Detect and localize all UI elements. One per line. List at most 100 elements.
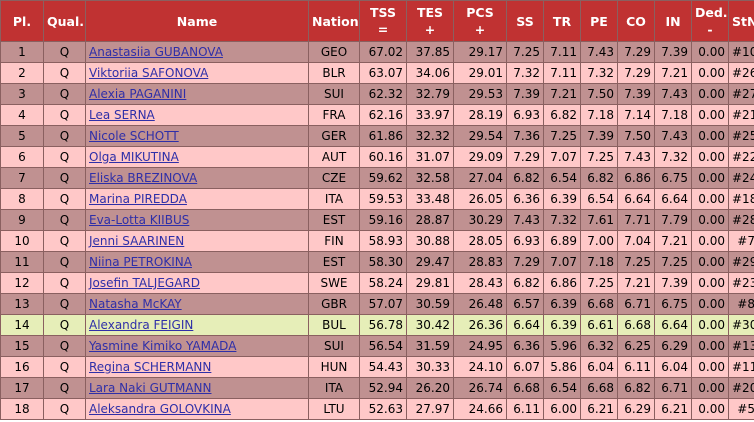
cell-ded: 0.00 <box>691 146 729 168</box>
cell-stn: #26 <box>728 62 754 84</box>
cell-name: Jenni SAARINEN <box>85 230 309 252</box>
skater-name-link[interactable]: Nicole SCHOTT <box>89 129 179 143</box>
cell-qual: Q <box>43 377 86 399</box>
cell-stn: #11 <box>728 356 754 378</box>
cell-stn: #8 <box>728 293 754 315</box>
header-pcs[interactable]: PCS + <box>453 0 507 42</box>
skater-name-link[interactable]: Olga MIKUTINA <box>89 150 179 164</box>
cell-ded: 0.00 <box>691 209 729 231</box>
cell-ded: 0.00 <box>691 41 729 63</box>
cell-tss: 52.63 <box>359 398 407 420</box>
header-tss[interactable]: TSS = <box>359 0 407 42</box>
header-in[interactable]: IN <box>654 0 692 42</box>
cell-stn: #18 <box>728 188 754 210</box>
cell-ded: 0.00 <box>691 335 729 357</box>
cell-tr: 6.89 <box>543 230 581 252</box>
cell-nation: BUL <box>308 314 360 336</box>
cell-name: Lara Naki GUTMANN <box>85 377 309 399</box>
header-qual[interactable]: Qual. <box>43 0 86 42</box>
cell-pcs: 29.17 <box>453 41 507 63</box>
header-tes[interactable]: TES + <box>406 0 454 42</box>
cell-qual: Q <box>43 62 86 84</box>
cell-in: 7.43 <box>654 83 692 105</box>
skater-name-link[interactable]: Natasha McKAY <box>89 297 182 311</box>
cell-tes: 34.06 <box>406 62 454 84</box>
cell-qual: Q <box>43 167 86 189</box>
header-pe[interactable]: PE <box>580 0 618 42</box>
cell-nation: FRA <box>308 104 360 126</box>
cell-pl: 13 <box>0 293 44 315</box>
skater-name-link[interactable]: Alexia PAGANINI <box>89 87 187 101</box>
cell-nation: AUT <box>308 146 360 168</box>
cell-tes: 26.20 <box>406 377 454 399</box>
cell-pcs: 27.04 <box>453 167 507 189</box>
cell-pe: 6.82 <box>580 167 618 189</box>
cell-nation: FIN <box>308 230 360 252</box>
cell-pcs: 26.48 <box>453 293 507 315</box>
cell-pe: 7.61 <box>580 209 618 231</box>
table-row: 8 Q Marina PIREDDA ITA 59.53 33.48 26.05 6.36 6.… <box>0 188 754 210</box>
skater-name-link[interactable]: Viktoriia SAFONOVA <box>89 66 209 80</box>
cell-tr: 7.11 <box>543 41 581 63</box>
skater-name-link[interactable]: Regina SCHERMANN <box>89 360 212 374</box>
cell-nation: LTU <box>308 398 360 420</box>
cell-nation: CZE <box>308 167 360 189</box>
cell-tss: 56.54 <box>359 335 407 357</box>
cell-ded: 0.00 <box>691 272 729 294</box>
header-name[interactable]: Name <box>85 0 309 42</box>
cell-tr: 5.96 <box>543 335 581 357</box>
cell-ss: 6.57 <box>506 293 544 315</box>
table-row: 12 Q Josefin TALJEGARD SWE 58.24 29.81 28.43 6.… <box>0 272 754 294</box>
header-tr[interactable]: TR <box>543 0 581 42</box>
cell-tes: 29.81 <box>406 272 454 294</box>
cell-tr: 6.39 <box>543 293 581 315</box>
cell-co: 7.43 <box>617 146 655 168</box>
cell-pcs: 28.05 <box>453 230 507 252</box>
cell-tr: 6.54 <box>543 377 581 399</box>
header-co[interactable]: CO <box>617 0 655 42</box>
header-nation[interactable]: Nation <box>308 0 360 42</box>
cell-name: Nicole SCHOTT <box>85 125 309 147</box>
cell-nation: GEO <box>308 41 360 63</box>
skater-name-link[interactable]: Alexandra FEIGIN <box>89 318 194 332</box>
cell-pe: 6.32 <box>580 335 618 357</box>
skater-name-link[interactable]: Marina PIREDDA <box>89 192 187 206</box>
cell-tr: 7.07 <box>543 146 581 168</box>
cell-tr: 6.82 <box>543 104 581 126</box>
skater-name-link[interactable]: Lara Naki GUTMANN <box>89 381 212 395</box>
header-ss[interactable]: SS <box>506 0 544 42</box>
header-ded[interactable]: Ded. - <box>691 0 729 42</box>
cell-nation: SUI <box>308 83 360 105</box>
skater-name-link[interactable]: Josefin TALJEGARD <box>89 276 200 290</box>
skater-name-link[interactable]: Aleksandra GOLOVKINA <box>89 402 231 416</box>
cell-in: 6.64 <box>654 314 692 336</box>
cell-ss: 7.29 <box>506 146 544 168</box>
cell-ss: 7.43 <box>506 209 544 231</box>
skater-name-link[interactable]: Lea SERNA <box>89 108 155 122</box>
cell-stn: #20 <box>728 377 754 399</box>
cell-in: 7.21 <box>654 230 692 252</box>
table-row: 17 Q Lara Naki GUTMANN ITA 52.94 26.20 26.74 6.… <box>0 377 754 399</box>
cell-ded: 0.00 <box>691 188 729 210</box>
skater-name-link[interactable]: Yasmine Kimiko YAMADA <box>89 339 237 353</box>
skater-name-link[interactable]: Eva-Lotta KIIBUS <box>89 213 190 227</box>
header-pl[interactable]: Pl. <box>0 0 44 42</box>
cell-tes: 31.07 <box>406 146 454 168</box>
cell-nation: SUI <box>308 335 360 357</box>
cell-name: Natasha McKAY <box>85 293 309 315</box>
table-row: 1 Q Anastasiia GUBANOVA GEO 67.02 37.85 29.17 7… <box>0 41 754 63</box>
header-ded-label: Ded. <box>695 5 728 20</box>
skater-name-link[interactable]: Eliska BREZINOVA <box>89 171 198 185</box>
cell-qual: Q <box>43 398 86 420</box>
cell-tss: 61.86 <box>359 125 407 147</box>
skater-name-link[interactable]: Niina PETROKINA <box>89 255 192 269</box>
cell-name: Yasmine Kimiko YAMADA <box>85 335 309 357</box>
skater-name-link[interactable]: Jenni SAARINEN <box>89 234 185 248</box>
cell-ss: 7.39 <box>506 83 544 105</box>
table-row: 14 Q Alexandra FEIGIN BUL 56.78 30.42 26.36 6.6… <box>0 314 754 336</box>
cell-tr: 6.54 <box>543 167 581 189</box>
cell-co: 7.29 <box>617 62 655 84</box>
skater-name-link[interactable]: Anastasiia GUBANOVA <box>89 45 223 59</box>
header-stn[interactable]: StN. <box>728 0 754 42</box>
cell-ded: 0.00 <box>691 293 729 315</box>
